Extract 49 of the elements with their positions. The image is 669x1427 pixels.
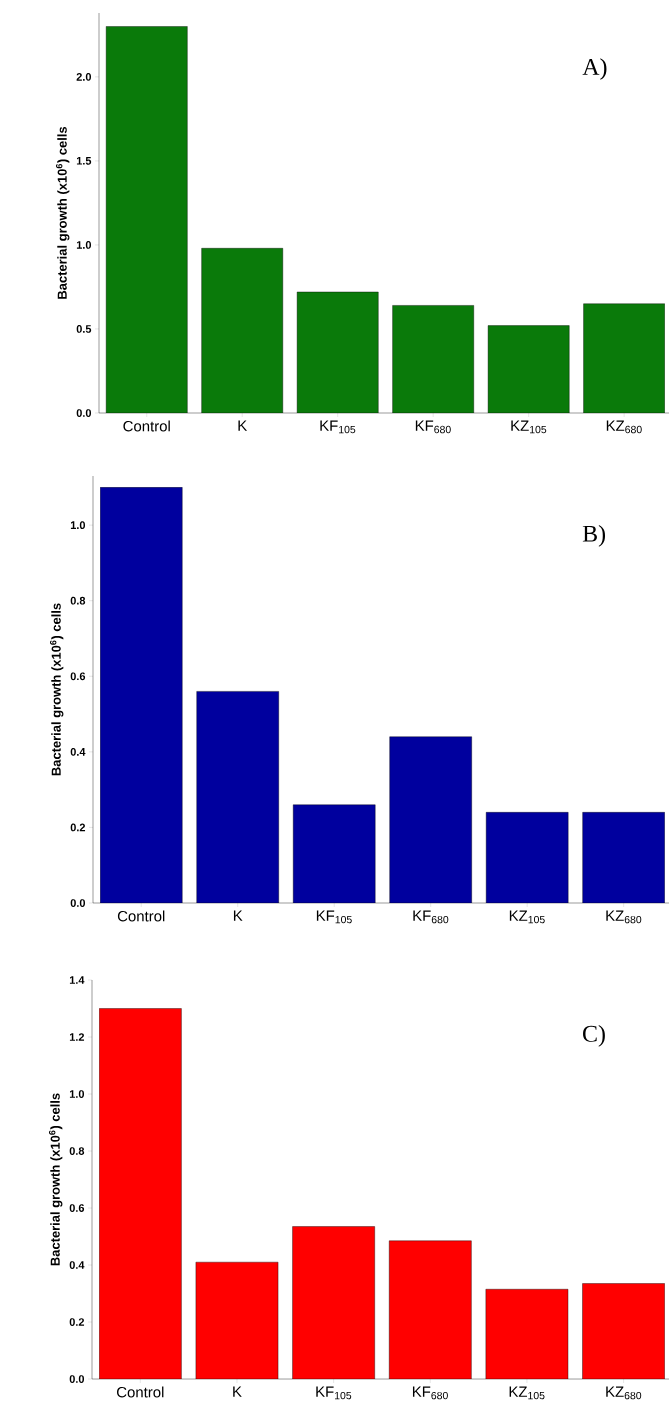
x-tick-label: KF$_{105}$ [320,420,356,434]
x-tick-label: K [233,1386,242,1397]
y-tick-label: 1.0 [69,1090,85,1098]
x-tick-label: KF$_{105}$ [316,910,352,924]
y-axis-title: Bacterial growth (x10$^{6}$) cells [55,126,70,299]
x-tick-label: KZ$_{680}$ [606,1386,642,1400]
y-axis-title: Bacterial growth (x10$^{6}$) cells [48,1093,63,1266]
bar [392,305,474,413]
y-tick-label: 1.4 [69,976,85,984]
y-tick-label: 0.4 [69,1261,85,1269]
annotation: B) [582,524,606,547]
y-axis-title: Bacterial growth (x10$^{6}$) cells [49,603,64,776]
bar [488,325,570,413]
x-tick-label: K [238,420,248,431]
y-tick-label: 1.0 [70,521,86,530]
x-tick-label: Control [123,420,170,432]
y-tick-label: 2.0 [76,73,92,81]
y-tick-label: 0.2 [69,1318,85,1326]
y-tick-label: 0.2 [70,823,86,832]
y-tick-label: 0.5 [76,325,92,333]
x-tick-label: KZ$_{105}$ [509,1386,545,1400]
x-tick-label: KF$_{680}$ [412,1386,448,1400]
y-tick-label: 0.8 [70,596,86,605]
y-tick-label: 1.2 [69,1033,85,1041]
x-tick-label: Control [117,910,165,922]
x-tick-label: KZ$_{105}$ [509,910,545,924]
y-tick-label: 0.8 [69,1147,85,1155]
y-tick-label: 1.0 [76,241,92,249]
bar [583,303,665,413]
y-tick-label: 0.6 [70,672,86,681]
y-tick-label: 0.0 [76,409,92,417]
y-tick-label: 0.0 [70,899,86,907]
bar [201,248,283,413]
x-tick-label: KF$_{680}$ [415,420,451,434]
x-tick-label: KF$_{680}$ [413,910,449,924]
y-tick-label: 1.5 [76,157,92,165]
bar [297,291,379,413]
annotation: A) [582,58,607,80]
x-tick-label: KF$_{105}$ [316,1386,352,1400]
x-tick-label: KZ$_{105}$ [511,420,547,434]
y-tick-label: 0.0 [69,1375,85,1383]
x-tick-label: K [233,910,243,921]
x-tick-label: Control [117,1386,164,1398]
x-tick-label: KZ$_{680}$ [606,910,642,924]
y-tick-label: 0.4 [70,747,86,756]
x-tick-label: KZ$_{680}$ [606,420,642,434]
annotation: C) [583,1025,605,1047]
y-tick-label: 0.6 [69,1204,85,1212]
bar [106,26,188,413]
